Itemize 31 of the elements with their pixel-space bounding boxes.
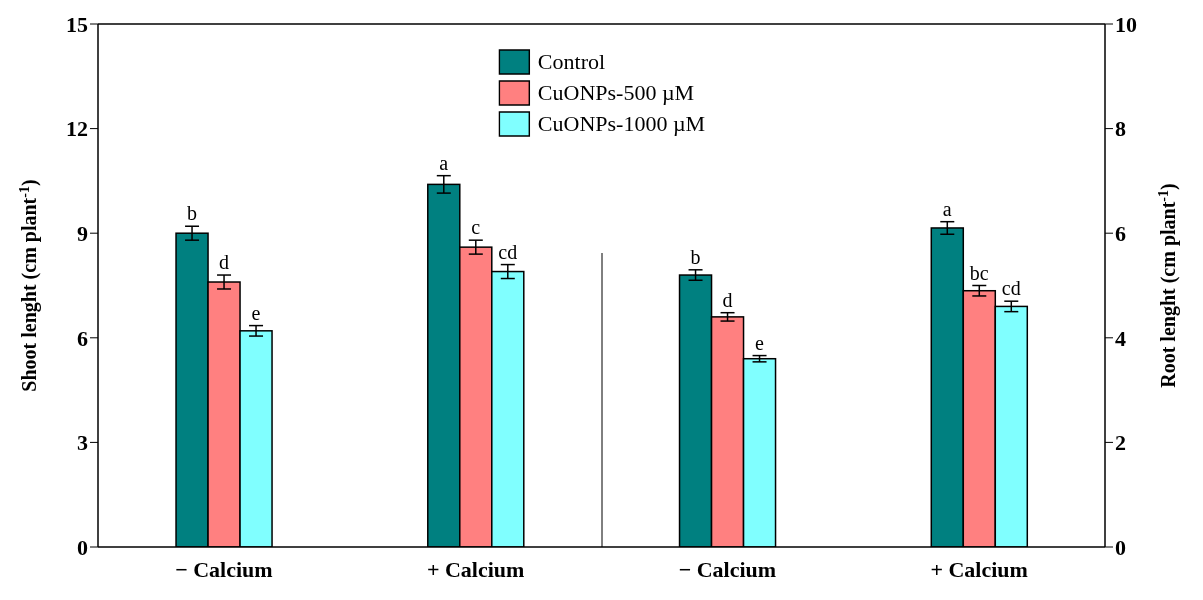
y-tick-label: 15: [66, 11, 88, 37]
y-tick-label: 12: [66, 116, 88, 142]
legend-label: Control: [537, 48, 606, 75]
y2-tick-label: 2: [1115, 430, 1126, 456]
x-tick-label: + Calcium: [930, 556, 1028, 582]
legend-label: CuONPs-500 µM: [537, 79, 695, 106]
data-label: a: [439, 151, 449, 174]
data-label: d: [219, 251, 230, 274]
y2-tick-label: 10: [1115, 11, 1137, 37]
data-label: b: [187, 202, 198, 225]
y-tick-label: 6: [77, 325, 88, 351]
data-label: cd: [498, 240, 518, 263]
y2-tick-label: 0: [1115, 534, 1126, 560]
data-label: bc: [969, 261, 989, 284]
data-label: b: [690, 245, 701, 268]
y2-tick-label: 6: [1115, 221, 1126, 247]
y-tick-label: 3: [77, 430, 88, 456]
x-tick-label: + Calcium: [426, 556, 525, 582]
x-tick-label: − Calcium: [175, 556, 273, 582]
data-label: a: [942, 197, 952, 220]
y2-tick-label: 8: [1115, 116, 1126, 142]
data-label: e: [755, 331, 765, 354]
data-label: cd: [1001, 277, 1021, 300]
data-label: e: [251, 301, 261, 324]
x-tick-label: − Calcium: [678, 556, 777, 582]
data-label: d: [722, 288, 733, 311]
y-tick-label: 0: [77, 534, 88, 560]
data-label: c: [471, 216, 481, 239]
y-tick-label: 9: [77, 221, 88, 247]
legend-label: CuONPs-1000 µM: [537, 110, 706, 137]
y2-tick-label: 4: [1115, 325, 1126, 351]
